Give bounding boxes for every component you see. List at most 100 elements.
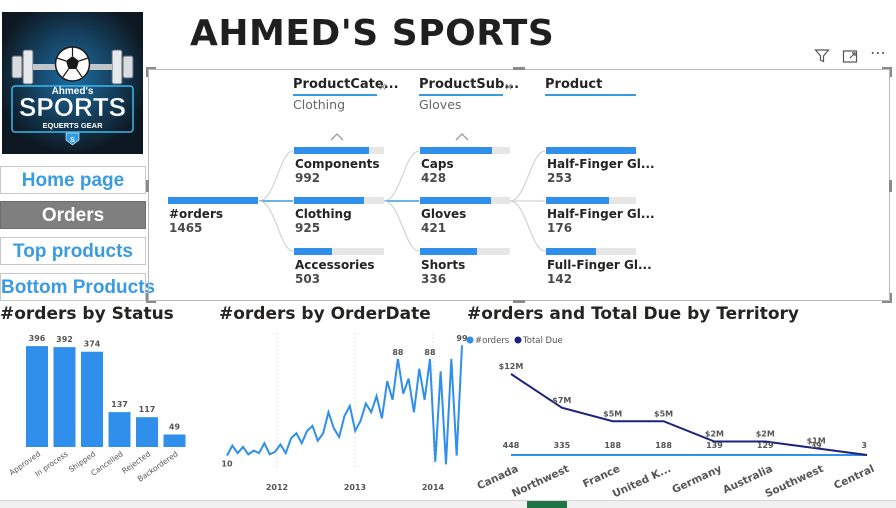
resize-handle[interactable]	[146, 293, 156, 303]
node-value: 925	[295, 221, 321, 235]
node-label: Caps	[421, 157, 454, 171]
tree-level-filter-subcategory: Gloves	[419, 97, 462, 112]
node-label: #orders	[169, 207, 224, 221]
visual-more-options[interactable]: ⋯	[870, 43, 886, 62]
totaldue-series-line	[510, 373, 868, 456]
tree-level-header-subcategory[interactable]: ProductSub...	[419, 77, 519, 96]
orders-data-label: 448	[503, 441, 520, 450]
chevron-up-icon[interactable]	[330, 126, 344, 145]
orderdate-data-label: 88	[392, 348, 404, 357]
resize-handle[interactable]	[513, 67, 525, 70]
resize-handle[interactable]	[889, 180, 892, 192]
nav-orders-button[interactable]: Orders	[0, 201, 146, 229]
orderdate-data-label: 88	[424, 348, 436, 357]
orders-data-label: 139	[706, 441, 723, 450]
legend-label: #orders	[475, 336, 510, 346]
legend-marker	[514, 336, 522, 344]
node-bar	[546, 248, 597, 255]
totaldue-data-label: $12M	[499, 362, 524, 371]
node-value: 428	[421, 171, 447, 185]
chart-title-orderdate: #orders by OrderDate	[219, 304, 431, 324]
page-title: AHMED'S SPORTS	[190, 13, 555, 54]
totaldue-data-label: $5M	[603, 409, 622, 418]
node-bar	[546, 147, 636, 154]
status-bar	[108, 412, 131, 447]
nav-top-products-button[interactable]: Top products	[0, 237, 146, 265]
status-bar-value: 117	[139, 405, 156, 414]
sports-logo: Ahmed's SPORTS EQUERTS GEAR S	[2, 12, 143, 154]
territory-category-label: Germany	[670, 463, 723, 496]
resize-handle[interactable]	[882, 67, 892, 77]
orders-data-label: 3	[861, 441, 867, 450]
logo-text-top: Ahmed's	[52, 86, 94, 97]
node-label: Shorts	[421, 258, 466, 272]
totaldue-data-label: $2M	[705, 430, 724, 439]
node-label: Half-Finger Gl...	[547, 207, 655, 221]
node-bar	[546, 197, 609, 204]
tree-level-header-product[interactable]: Product	[545, 77, 636, 96]
resize-handle[interactable]	[882, 293, 892, 303]
node-value: 142	[547, 272, 573, 286]
status-bar	[163, 434, 186, 447]
territory-category-label: Central	[832, 463, 876, 492]
orders-data-label: 188	[604, 441, 621, 450]
totaldue-data-label: $5M	[654, 409, 673, 418]
node-label: Accessories	[295, 258, 375, 272]
node-value: 253	[547, 171, 573, 185]
status-bar-value: 396	[29, 334, 46, 343]
node-value: 1465	[169, 221, 203, 235]
node-bar-track	[294, 248, 384, 255]
resize-handle[interactable]	[513, 300, 525, 303]
status-bar	[136, 417, 158, 447]
node-value: 992	[295, 171, 321, 185]
orderdate-data-label: 10	[221, 460, 233, 469]
orderdate-data-label: 99	[456, 334, 468, 343]
nav-home-page-button[interactable]: Home page	[0, 166, 146, 194]
node-label: Clothing	[295, 207, 352, 221]
territory-category-label: Southwest	[763, 463, 825, 500]
node-value: 503	[295, 272, 321, 286]
node-bar	[420, 147, 492, 154]
node-value: 421	[421, 221, 447, 235]
node-value: 176	[547, 221, 573, 235]
orderdate-line-chart[interactable]: 10 88 88 99 2012 2013 2014	[215, 328, 470, 500]
decomposition-tree-frame[interactable]	[146, 67, 892, 303]
territory-combo-chart[interactable]: #orders Total Due $12M $7M $5M $5M $2M $2M $1M 44…	[465, 328, 896, 500]
orderdate-x-tick: 2012	[266, 483, 288, 492]
orderdate-series-line	[226, 345, 463, 465]
tree-level-header-category[interactable]: ProductCate...	[293, 77, 399, 96]
filter-icon[interactable]	[814, 48, 830, 67]
chevron-up-icon[interactable]	[455, 126, 469, 145]
logo-badge: S	[70, 137, 75, 144]
node-label: Full-Finger Gl...	[547, 258, 652, 272]
remove-level-button[interactable]: ×	[378, 80, 388, 93]
totaldue-data-label: $7M	[552, 396, 571, 405]
orders-data-label: 335	[554, 441, 571, 450]
node-bar	[294, 197, 365, 204]
tree-level-filter-category: Clothing	[293, 97, 346, 112]
status-bar-value: 374	[84, 340, 101, 349]
legend-label: Total Due	[522, 336, 563, 346]
nav-bottom-products-button[interactable]: Bottom Products	[0, 273, 155, 301]
focus-mode-icon[interactable]	[842, 48, 858, 67]
orders-data-label: 39	[811, 441, 823, 450]
remove-level-button[interactable]: ×	[504, 80, 514, 93]
active-page-tab[interactable]	[527, 501, 567, 508]
logo-text-sub: EQUERTS GEAR	[42, 121, 103, 130]
totaldue-data-label: $1M	[807, 436, 826, 445]
status-bar-value: 137	[111, 400, 128, 409]
orderdate-x-tick: 2014	[422, 483, 445, 492]
resize-handle[interactable]	[146, 180, 149, 192]
status-bar	[26, 346, 48, 447]
orders-data-label: 188	[655, 441, 672, 450]
node-label: Components	[295, 157, 380, 171]
status-bar	[53, 347, 76, 447]
status-bar-value: 49	[169, 423, 181, 432]
resize-handle[interactable]	[146, 67, 156, 77]
node-bar	[420, 197, 492, 204]
legend-marker	[466, 336, 474, 344]
logo-text-main: SPORTS	[19, 92, 126, 122]
